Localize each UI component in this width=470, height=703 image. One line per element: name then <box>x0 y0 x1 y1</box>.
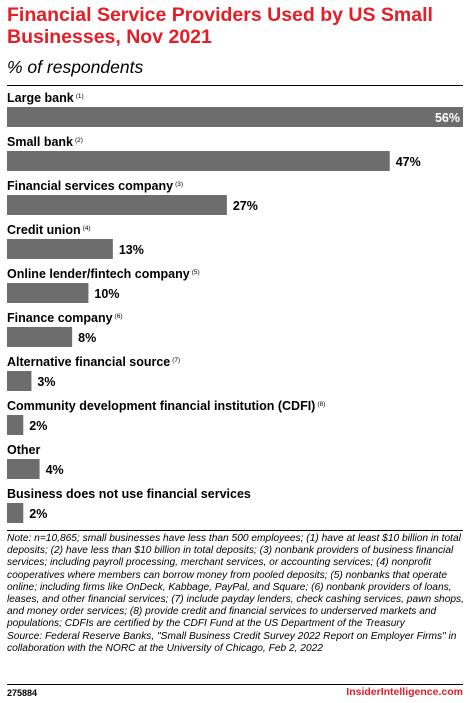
bar <box>7 371 32 391</box>
footnote-ref: (5) <box>192 269 200 276</box>
footnote-ref: (4) <box>83 225 91 232</box>
brand-logo-text[interactable]: InsiderIntelligence.com <box>346 686 463 698</box>
value-label: 3% <box>37 375 55 389</box>
bar <box>7 503 24 523</box>
value-label: 56% <box>435 111 460 125</box>
chart-id: 275884 <box>7 688 38 698</box>
footnote-ref: (8) <box>317 401 325 408</box>
bar-row: Large bank (1) 56% <box>7 91 463 127</box>
chart-title: Financial Service Providers Used by US S… <box>7 4 433 48</box>
footnote-ref: (3) <box>175 181 183 188</box>
footnote-ref: (7) <box>172 357 180 364</box>
bar <box>7 415 24 435</box>
footer-divider <box>7 684 463 685</box>
bar <box>7 459 40 479</box>
bar-chart: Large bank (1) 56% Small bank (2) 47% Financia… <box>7 91 463 523</box>
category-label: Business does not use financial services <box>7 487 251 501</box>
bar <box>7 151 390 171</box>
footnote-ref: (2) <box>75 137 83 144</box>
footnote: Note: n=10,865; small businesses have le… <box>7 533 467 655</box>
footnote-note: Note: n=10,865; small businesses have le… <box>7 533 464 630</box>
category-label: Small bank (2) <box>7 135 83 149</box>
value-label: 8% <box>78 331 96 345</box>
value-label: 2% <box>29 507 47 521</box>
bar-row: Community development financial institut… <box>7 399 325 435</box>
bar-row: Business does not use financial services… <box>7 487 251 523</box>
bar <box>7 327 73 347</box>
bar <box>7 195 227 215</box>
category-label: Alternative financial source (7) <box>7 355 180 369</box>
value-label: 47% <box>396 155 421 169</box>
value-label: 2% <box>29 419 47 433</box>
bar-row: Finance company (6) 8% <box>7 311 123 347</box>
bar-row: Other 4% <box>7 443 64 479</box>
category-label: Community development financial institut… <box>7 399 325 413</box>
top-divider <box>7 85 463 86</box>
bar <box>7 283 89 303</box>
bottom-divider <box>7 530 463 531</box>
footnote-source: Source: Federal Reserve Banks, "Small Bu… <box>7 630 457 654</box>
value-label: 10% <box>94 287 119 301</box>
chart-subtitle: % of respondents <box>7 57 144 77</box>
category-label: Finance company (6) <box>7 311 123 325</box>
bar-row: Financial services company (3) 27% <box>7 179 258 215</box>
bar <box>7 239 113 259</box>
category-label: Large bank (1) <box>7 91 84 105</box>
category-label: Financial services company (3) <box>7 179 183 193</box>
category-label: Online lender/fintech company (5) <box>7 267 200 281</box>
bar-row: Alternative financial source (7) 3% <box>7 355 180 391</box>
category-label: Credit union (4) <box>7 223 91 237</box>
value-label: 13% <box>119 243 144 257</box>
value-label: 27% <box>233 199 258 213</box>
bar-row: Credit union (4) 13% <box>7 223 144 259</box>
footnote-ref: (1) <box>76 93 84 100</box>
bar-row: Small bank (2) 47% <box>7 135 421 171</box>
footnote-ref: (6) <box>115 313 123 320</box>
category-label: Other <box>7 443 40 457</box>
bar <box>7 107 463 127</box>
bar-row: Online lender/fintech company (5) 10% <box>7 267 200 303</box>
value-label: 4% <box>46 463 64 477</box>
